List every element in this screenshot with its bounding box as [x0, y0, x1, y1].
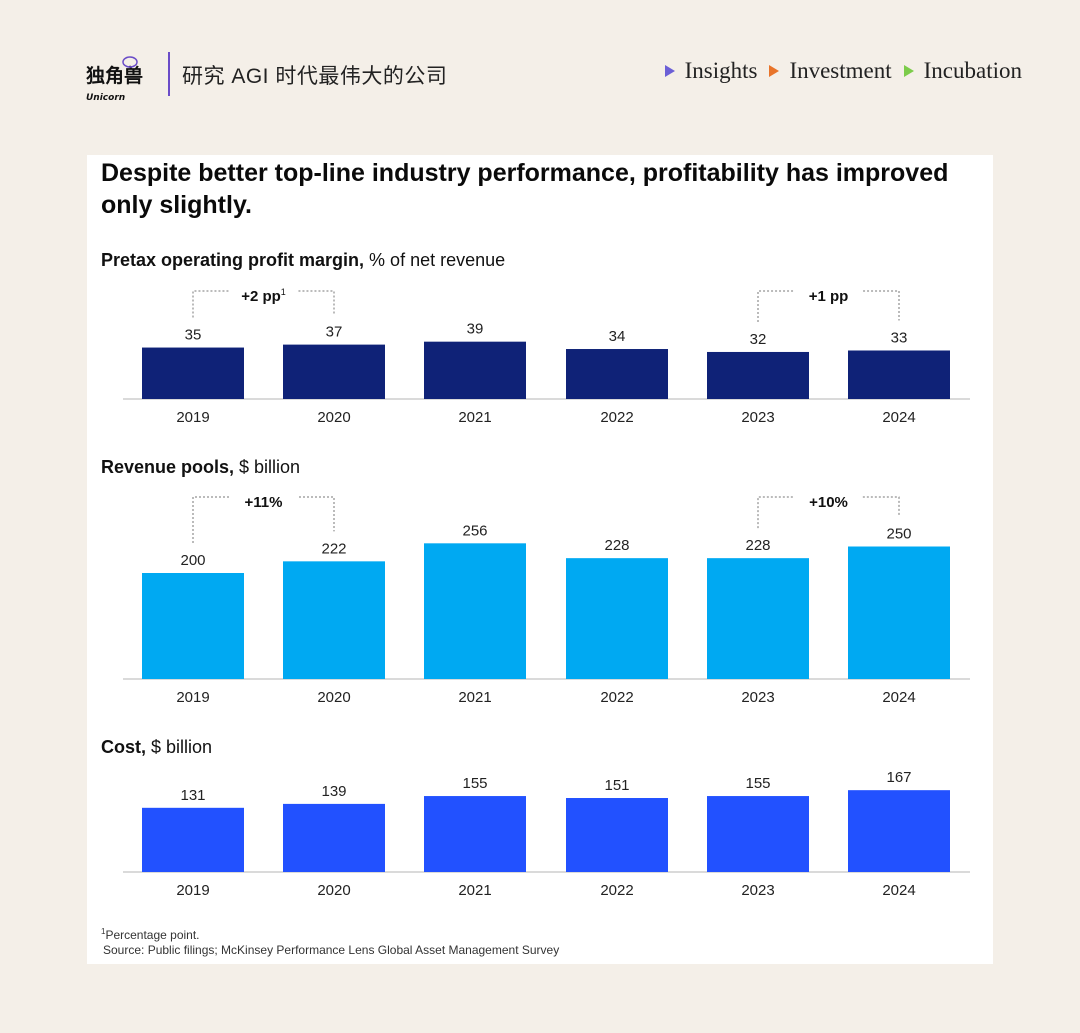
nav-label: Incubation [923, 58, 1022, 83]
bar-value-label: 35 [185, 327, 202, 344]
logo-sub: Unicorn [86, 93, 125, 103]
x-tick-label: 2021 [458, 689, 491, 706]
bar-value-label: 256 [462, 522, 487, 539]
source-note: Source: Public filings; McKinsey Perform… [103, 943, 560, 957]
x-tick-label: 2024 [882, 409, 915, 426]
nav-incubation[interactable]: Incubation [903, 58, 1022, 84]
x-tick-label: 2023 [741, 689, 774, 706]
footnote-note: Percentage point. [105, 928, 200, 942]
bar [424, 796, 526, 872]
bar [424, 341, 526, 399]
logo-text: 独角兽 [86, 64, 143, 87]
page-header: 独角兽 Unicorn 研究 AGI 时代最伟大的公司 Insights Inv… [0, 0, 1080, 130]
tagline: 研究 AGI 时代最伟大的公司 [182, 65, 448, 88]
x-tick-label: 2020 [317, 409, 350, 426]
x-tick-label: 2019 [176, 882, 209, 899]
x-tick-label: 2024 [882, 882, 915, 899]
planet-icon [122, 56, 138, 68]
bar-value-label: 139 [321, 783, 346, 800]
nav-insights[interactable]: Insights [664, 58, 758, 84]
nav-investment[interactable]: Investment [769, 58, 892, 84]
footnote: 1Percentage point. Source: Public filing… [101, 924, 559, 958]
bar [424, 543, 526, 679]
chart-title: Despite better top-line industry perform… [101, 159, 949, 219]
annotation-bg [229, 283, 298, 307]
bar-value-label: 250 [886, 526, 911, 543]
unicorn-logo: 独角兽 Unicorn [86, 56, 143, 103]
x-tick-label: 2020 [317, 882, 350, 899]
change-annotation: +10% [809, 494, 848, 511]
change-annotation: +11% [245, 494, 283, 511]
bar [566, 798, 668, 872]
x-tick-label: 2019 [176, 409, 209, 426]
section-label-bold: Pretax operating profit margin, [101, 250, 365, 270]
x-tick-label: 2021 [458, 882, 491, 899]
section-label-unit: $ billion [146, 737, 213, 757]
x-tick-label: 2022 [600, 689, 633, 706]
change-annotation: +1 pp [809, 288, 849, 305]
section-label-unit: $ billion [234, 457, 301, 477]
section-label-cost: Cost, $ billion [101, 737, 212, 758]
x-tick-label: 2023 [741, 882, 774, 899]
x-tick-label: 2021 [458, 409, 491, 426]
bar-value-label: 200 [180, 552, 205, 569]
bar-value-label: 37 [326, 324, 343, 341]
annotation-bg [794, 489, 863, 513]
bar [142, 573, 244, 679]
section-label-bold: Revenue pools, [101, 457, 235, 477]
nav-label: Insights [684, 58, 758, 83]
top-nav: Insights Investment Incubation [664, 58, 1022, 84]
x-tick-label: 2024 [882, 689, 915, 706]
section-label-bold: Cost, [101, 737, 146, 757]
bar [707, 558, 809, 679]
footnote-marker: 1 [101, 927, 106, 936]
x-tick-label: 2019 [176, 689, 209, 706]
x-tick-label: 2022 [600, 882, 633, 899]
bar-value-label: 155 [745, 775, 770, 792]
bar-value-label: 33 [891, 329, 908, 346]
chart-card: Despite better top-line industry perform… [87, 155, 993, 964]
bar-value-label: 155 [462, 775, 487, 792]
x-tick-label: 2022 [600, 409, 633, 426]
bar [566, 349, 668, 399]
bar [707, 351, 809, 399]
section-label-revenue: Revenue pools, $ billion [101, 457, 300, 478]
section-label-margin: Pretax operating profit margin, % of net… [101, 250, 505, 271]
bar [707, 796, 809, 872]
x-tick-label: 2020 [317, 689, 350, 706]
annotation-bg [794, 283, 863, 307]
x-tick-label: 2023 [741, 409, 774, 426]
footnote-marker: 1 [281, 287, 286, 297]
bar [142, 807, 244, 872]
bar [848, 790, 950, 872]
bar-value-label: 167 [886, 769, 911, 786]
header-divider [168, 52, 170, 96]
bar [283, 561, 385, 679]
nav-label: Investment [789, 58, 892, 83]
bar [283, 344, 385, 399]
bar [142, 347, 244, 399]
bar-value-label: 151 [604, 777, 629, 794]
bar-value-label: 32 [750, 331, 767, 348]
bar-value-label: 228 [604, 537, 629, 554]
bar [848, 350, 950, 399]
triangle-icon [664, 65, 675, 77]
bar-value-label: 34 [609, 328, 626, 345]
bar-value-label: 222 [321, 540, 346, 557]
section-label-unit: % of net revenue [364, 250, 506, 270]
bar-value-label: 131 [180, 787, 205, 804]
triangle-icon [903, 65, 914, 77]
bar-charts: 35 2019 37 2020 39 2021 34 2022 32 2023 33 2024 +2 p… [123, 283, 970, 899]
annotation-bg [229, 489, 298, 513]
bar-value-label: 39 [467, 321, 484, 338]
change-annotation: +2 pp1 [241, 287, 286, 305]
triangle-icon [769, 65, 780, 77]
bar [566, 558, 668, 679]
bar-value-label: 228 [745, 537, 770, 554]
bar [848, 546, 950, 679]
bar [283, 803, 385, 872]
